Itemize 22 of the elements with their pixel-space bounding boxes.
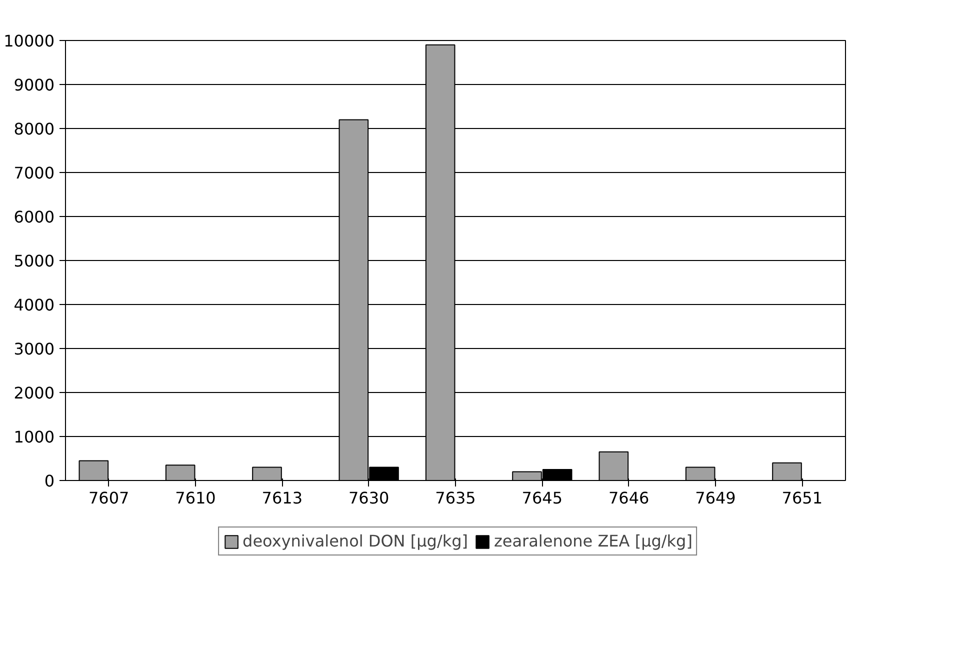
y-tick-label: 1000: [14, 428, 54, 446]
legend-label: zearalenone ZEA [µg/kg]: [494, 532, 692, 550]
y-tick-label: 9000: [14, 76, 54, 94]
y-tick-label: 7000: [14, 164, 54, 182]
x-tick-label: 7610: [175, 488, 216, 508]
y-tick-label: 10000: [4, 32, 55, 50]
y-tick-label: 6000: [14, 208, 54, 226]
y-tick-label: 3000: [14, 340, 54, 358]
y-tick-label: 2000: [14, 384, 54, 402]
legend-label: deoxynivalenol DON [µg/kg]: [242, 532, 468, 550]
x-tick-label: 7645: [522, 488, 563, 508]
x-tick-label: 7651: [782, 488, 823, 508]
x-tick-label: 7630: [348, 488, 390, 508]
y-tick-label: 8000: [14, 120, 54, 138]
x-tick-label: 7649: [695, 488, 736, 508]
y-tick-label: 0: [44, 472, 55, 490]
y-tick-label: 4000: [14, 296, 54, 314]
x-tick-label: 7607: [88, 488, 130, 508]
x-tick-label: 7635: [435, 488, 476, 508]
x-tick-label: 7613: [262, 488, 303, 508]
y-tick-label: 5000: [14, 252, 54, 270]
x-tick-label: 7646: [608, 488, 650, 508]
